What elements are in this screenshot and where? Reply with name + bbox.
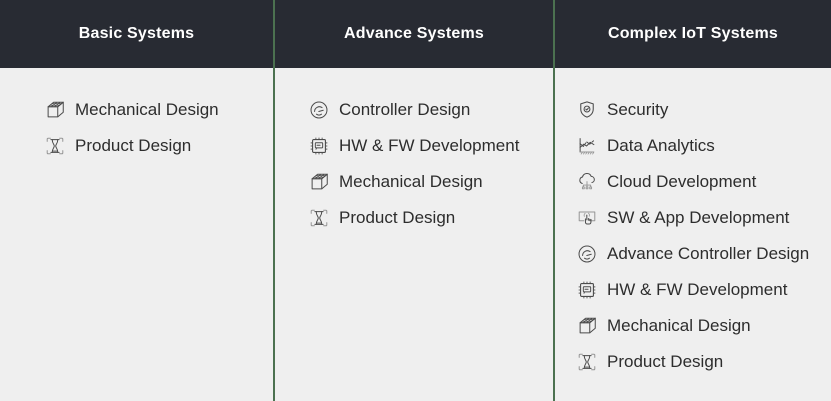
chip-icon	[576, 279, 598, 301]
list-item: SW & App Development	[555, 200, 831, 236]
list-item: Product Design	[275, 200, 553, 236]
column-title: Complex IoT Systems	[607, 25, 779, 42]
cloud-icon	[576, 171, 598, 193]
security-shield-icon	[576, 99, 598, 121]
list-item: Security	[555, 92, 831, 128]
product-design-icon	[576, 351, 598, 373]
product-design-icon	[308, 207, 330, 229]
list-item: Cloud Development	[555, 164, 831, 200]
product-design-icon	[44, 135, 66, 157]
column-item-list: Controller Design HW & FW Development Me…	[275, 68, 553, 236]
list-item: Product Design	[555, 344, 831, 380]
item-label: HW & FW Development	[607, 280, 788, 299]
column-title: Advance Systems	[344, 25, 484, 42]
chip-icon	[308, 135, 330, 157]
list-item: Data Analytics	[555, 128, 831, 164]
mechanical-design-icon	[576, 315, 598, 337]
item-label: Controller Design	[339, 100, 471, 119]
column-title: Basic Systems	[78, 25, 195, 42]
column-header: Advance Systems	[275, 0, 553, 68]
list-item: Advance Controller Design	[555, 236, 831, 272]
list-item: Product Design	[0, 128, 273, 164]
controller-gauge-icon	[308, 99, 330, 121]
item-label: Mechanical Design	[607, 316, 751, 335]
column-item-list: Security Data Analytics Cloud Developmen…	[555, 68, 831, 380]
touch-screen-icon	[576, 207, 598, 229]
list-item: Mechanical Design	[555, 308, 831, 344]
item-label: Cloud Development	[607, 172, 757, 191]
item-label: Data Analytics	[607, 136, 715, 155]
item-label: Product Design	[607, 352, 724, 371]
column-header: Basic Systems	[0, 0, 273, 68]
controller-gauge-icon	[576, 243, 598, 265]
item-label: SW & App Development	[607, 208, 790, 227]
column-item-list: Mechanical Design Product Design	[0, 68, 273, 164]
list-item: HW & FW Development	[275, 128, 553, 164]
data-analytics-icon	[576, 135, 598, 157]
item-label: Mechanical Design	[339, 172, 483, 191]
mechanical-design-icon	[44, 99, 66, 121]
column-basic-systems: Basic Systems Mechanical Design Product …	[0, 0, 275, 401]
item-label: Advance Controller Design	[607, 244, 810, 263]
list-item: HW & FW Development	[555, 272, 831, 308]
item-label: Product Design	[75, 136, 192, 155]
item-label: Security	[607, 100, 669, 119]
mechanical-design-icon	[308, 171, 330, 193]
item-label: HW & FW Development	[339, 136, 520, 155]
column-header: Complex IoT Systems	[555, 0, 831, 68]
column-advance-systems: Advance Systems Controller Design HW & F…	[275, 0, 555, 401]
list-item: Mechanical Design	[0, 92, 273, 128]
item-label: Product Design	[339, 208, 456, 227]
column-complex-iot-systems: Complex IoT Systems Security Data Analyt…	[555, 0, 831, 401]
list-item: Mechanical Design	[275, 164, 553, 200]
item-label: Mechanical Design	[75, 100, 219, 119]
list-item: Controller Design	[275, 92, 553, 128]
